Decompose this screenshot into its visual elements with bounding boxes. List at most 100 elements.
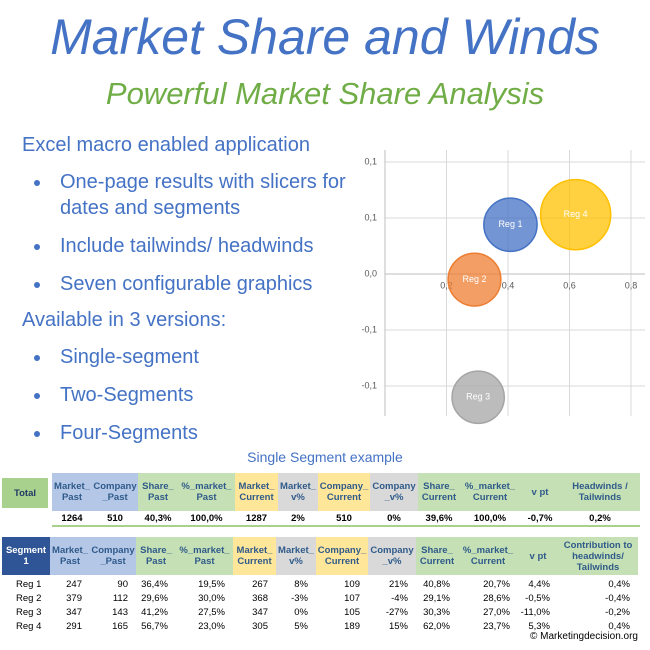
- table-cell: 30,0%: [198, 592, 225, 604]
- versions-intro: Available in 3 versions:: [22, 309, 227, 331]
- list-item: One-page results with slicers for dates …: [52, 169, 352, 221]
- column-header: %_market_ Past: [178, 473, 235, 511]
- table-cell: 143: [112, 606, 128, 618]
- row-label: Reg 2: [16, 592, 42, 604]
- table-cell: 8%: [294, 578, 308, 590]
- table-cell: 247: [66, 578, 82, 590]
- table-cell: -0,2%: [605, 606, 630, 618]
- column-header: Market_ Past: [50, 537, 90, 575]
- table-cell: 0,4%: [608, 578, 630, 590]
- table-cell: 39,6%: [418, 511, 460, 527]
- column-header: Headwinds / Tailwinds: [560, 473, 640, 511]
- table-cell: 0,2%: [560, 511, 640, 527]
- table-cell: 305: [252, 620, 268, 632]
- table-cell: 1264: [52, 511, 92, 527]
- table-cell: -4%: [391, 592, 408, 604]
- caption: Single Segment example: [247, 449, 403, 465]
- column-header: Company_ Current: [318, 473, 370, 511]
- list-item: Seven configurable graphics: [52, 271, 352, 297]
- list-item: Four-Segments: [52, 420, 352, 446]
- table-cell: 109: [344, 578, 360, 590]
- footer: © Marketingdecision.org: [530, 631, 638, 642]
- table-cell: 62,0%: [423, 620, 450, 632]
- table-cell: 56,7%: [141, 620, 168, 632]
- list-item: Two-Segments: [52, 382, 352, 408]
- y-tick-label: 0,1: [364, 212, 377, 222]
- table-cell: 0,4%: [608, 620, 630, 632]
- table-cell: -3%: [291, 592, 308, 604]
- row-label: Reg 1: [16, 578, 42, 590]
- table-cell: 19,5%: [198, 578, 225, 590]
- table-cell: 40,8%: [423, 578, 450, 590]
- table-cell: 107: [344, 592, 360, 604]
- column-header: v pt: [520, 473, 560, 511]
- table-cell: 29,6%: [141, 592, 168, 604]
- column-header: Company_ Current: [316, 537, 368, 575]
- column-header: Contribution to headwinds/ Tailwinds: [558, 537, 638, 575]
- y-tick-label: 0,0: [364, 268, 377, 278]
- column-header: %_market_ Current: [458, 537, 518, 575]
- table-cell: 5,3%: [528, 620, 550, 632]
- column-header: Share_ Past: [136, 537, 176, 575]
- table-cell: 4,4%: [528, 578, 550, 590]
- column-header: Share_ Current: [416, 537, 458, 575]
- table-cell: 1287: [235, 511, 278, 527]
- total-label: Total: [2, 478, 48, 508]
- bubble: [539, 178, 612, 251]
- column-header: v pt: [518, 537, 558, 575]
- x-tick-label: 0,6: [563, 280, 576, 290]
- table-cell: 41,2%: [141, 606, 168, 618]
- table-cell: -27%: [385, 606, 408, 618]
- table-cell: 368: [252, 592, 268, 604]
- table-cell: 28,6%: [483, 592, 510, 604]
- bubble-label: Reg 4: [564, 209, 588, 219]
- table-cell: 291: [66, 620, 82, 632]
- versions-list: Single-segment Two-Segments Four-Segments: [22, 344, 352, 446]
- table-cell: -0,4%: [605, 592, 630, 604]
- title: Market Share and Winds: [50, 9, 600, 65]
- y-tick-label: -0,1: [361, 380, 377, 390]
- column-header: Share_ Current: [418, 473, 460, 511]
- table-cell: 40,3%: [138, 511, 178, 527]
- features: Excel macro enabled application One-page…: [22, 134, 352, 446]
- table-cell: 100,0%: [460, 511, 520, 527]
- table-cell: 510: [318, 511, 370, 527]
- row-label: Reg 3: [16, 606, 42, 618]
- table-cell: 90: [117, 578, 128, 590]
- row-label: Reg 4: [16, 620, 42, 632]
- table-cell: 347: [66, 606, 82, 618]
- column-header: %_market_ Current: [460, 473, 520, 511]
- subtitle: Powerful Market Share Analysis: [105, 76, 545, 111]
- features-intro: Excel macro enabled application: [22, 134, 310, 156]
- column-header: %_market_ Past: [176, 537, 233, 575]
- list-item: Include tailwinds/ headwinds: [52, 233, 352, 259]
- table-cell: 15%: [388, 620, 408, 632]
- table-cell: 36,4%: [141, 578, 168, 590]
- table-cell: 23,7%: [483, 620, 510, 632]
- table-cell: 2%: [278, 511, 318, 527]
- table-cell: 105: [344, 606, 360, 618]
- bubble-label: Reg 2: [462, 274, 486, 284]
- y-tick-label: -0,1: [361, 324, 377, 334]
- bubble: [483, 197, 538, 253]
- table-cell: 100,0%: [178, 511, 235, 527]
- column-header: Market_ v%: [278, 473, 318, 511]
- column-header: Company _v%: [368, 537, 416, 575]
- table-cell: 30,3%: [423, 606, 450, 618]
- table-cell: 379: [66, 592, 82, 604]
- table-cell: 0%: [370, 511, 418, 527]
- table-cell: 347: [252, 606, 268, 618]
- column-header: Market_ v%: [276, 537, 316, 575]
- table-cell: 267: [252, 578, 268, 590]
- table-cell: 0%: [294, 606, 308, 618]
- features-list: One-page results with slicers for dates …: [22, 169, 352, 297]
- x-tick-label: 0,8: [625, 280, 638, 290]
- table-cell: 27,0%: [483, 606, 510, 618]
- bubble: [451, 370, 506, 425]
- table-cell: 23,0%: [198, 620, 225, 632]
- x-tick-label: 0,2: [440, 280, 453, 290]
- table-cell: -11,0%: [520, 606, 550, 618]
- bubble-label: Reg 3: [466, 392, 490, 402]
